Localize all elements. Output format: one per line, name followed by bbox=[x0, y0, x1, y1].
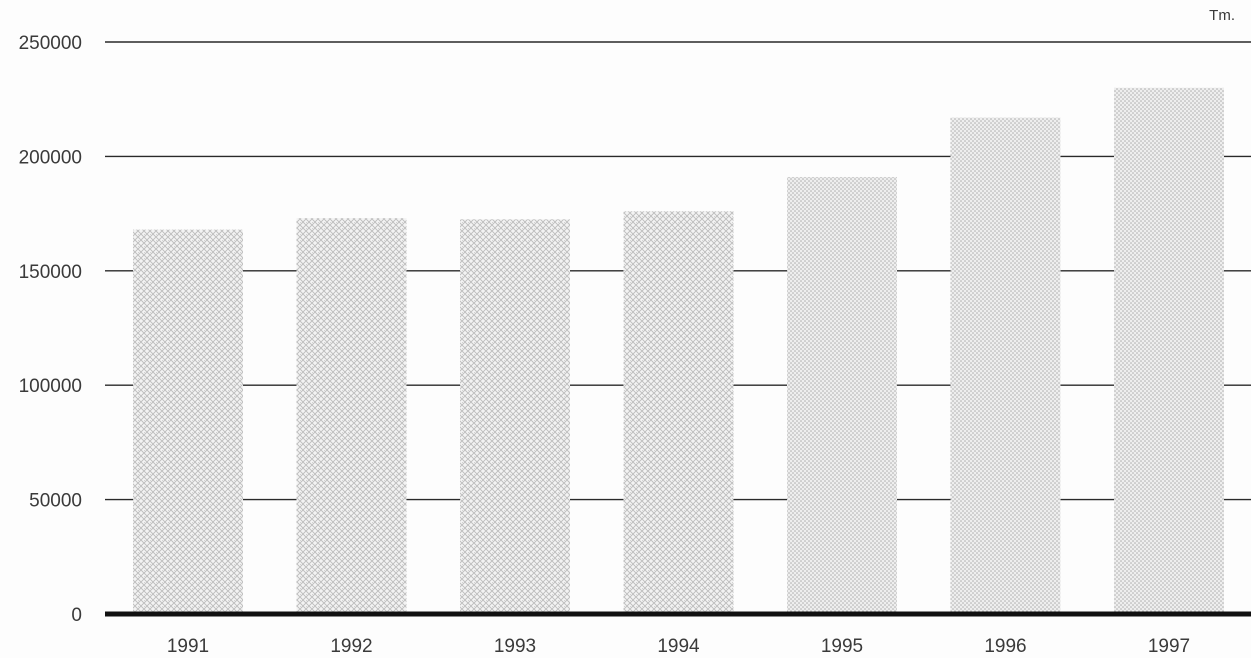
y-tick-label-0: 0 bbox=[71, 605, 82, 626]
bars bbox=[133, 87, 1224, 614]
bar-1991 bbox=[133, 229, 243, 614]
y-tick-label-200000: 200000 bbox=[19, 147, 82, 168]
x-tick-label-1994: 1994 bbox=[657, 636, 700, 657]
y-axis-tick-labels: 0 50000 100000 150000 200000 250000 bbox=[19, 33, 82, 626]
bar-1993 bbox=[460, 219, 570, 614]
bar-1996 bbox=[950, 117, 1061, 614]
y-tick-label-150000: 150000 bbox=[19, 262, 82, 283]
x-tick-label-1996: 1996 bbox=[984, 636, 1026, 657]
x-tick-label-1997: 1997 bbox=[1148, 636, 1190, 657]
bar-1997 bbox=[1114, 87, 1224, 614]
x-tick-label-1995: 1995 bbox=[821, 636, 863, 657]
x-axis-tick-labels: 1991 1992 1993 1994 1995 1996 1997 bbox=[167, 636, 1190, 657]
bar-1995 bbox=[787, 176, 897, 614]
bar-1994 bbox=[623, 211, 734, 614]
bar-1992 bbox=[296, 218, 407, 614]
unit-label: Tm. bbox=[1209, 7, 1235, 24]
y-tick-label-50000: 50000 bbox=[29, 491, 82, 512]
y-tick-label-100000: 100000 bbox=[19, 376, 82, 397]
x-tick-label-1993: 1993 bbox=[494, 636, 536, 657]
x-tick-label-1991: 1991 bbox=[167, 636, 209, 657]
y-tick-label-250000: 250000 bbox=[19, 33, 82, 54]
x-tick-label-1992: 1992 bbox=[330, 636, 372, 657]
